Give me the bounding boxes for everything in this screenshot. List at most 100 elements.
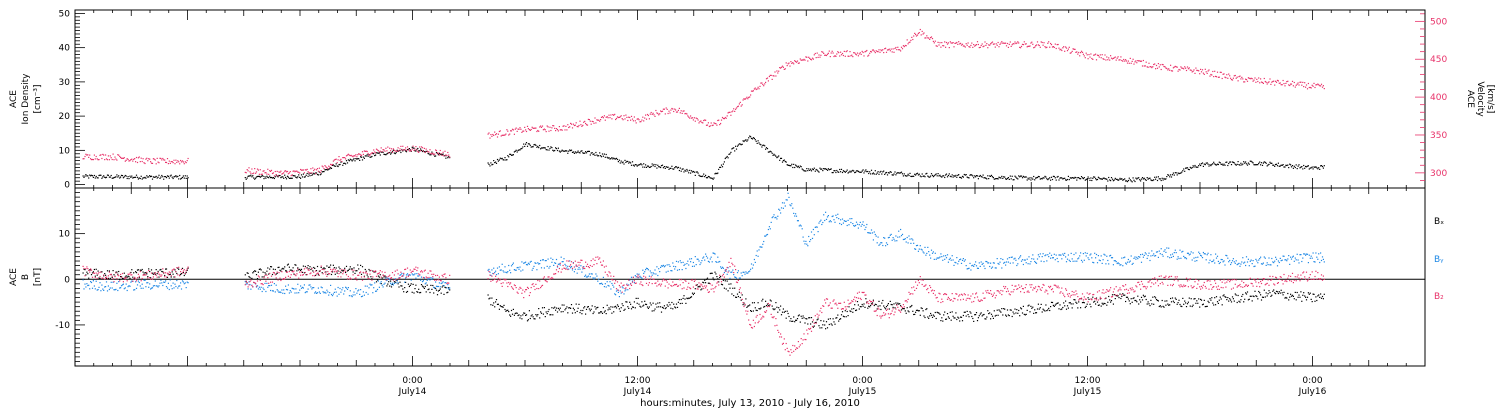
density-series-point [1054,177,1056,179]
bx-series-point [1016,309,1018,311]
velocity-series-point [1184,66,1186,68]
density-series-point [1051,178,1054,181]
by-series-point [734,276,736,278]
by-series-point [306,291,308,293]
velocity-series-point [988,44,990,46]
bx-series-point [284,266,286,268]
bx-series-point [1018,309,1020,312]
bx-series-point [83,268,85,270]
bx-series-point [880,308,882,311]
velocity-series-point [650,111,652,114]
by-series-point [536,269,538,271]
velocity-series-point [944,41,946,43]
velocity-series-point [1110,55,1112,57]
bx-series-point [285,270,287,272]
bx-series-point [1217,302,1219,304]
velocity-series-point [793,63,795,65]
velocity-series-point [581,125,583,127]
bx-series-point [82,272,84,274]
density-series-point [1321,165,1324,168]
bx-series-point [967,314,969,316]
by-series-point [834,221,836,223]
density-series-point [1217,163,1219,166]
density-series-point [915,173,918,175]
bx-series-point [331,271,334,273]
by-series-point [163,281,165,283]
velocity-series-point [868,54,870,56]
bx-series-point [270,266,273,268]
velocity-series-point [248,167,250,169]
velocity-series-point [1195,67,1197,69]
density-series-point [1184,170,1186,172]
velocity-series-point [775,75,777,77]
density-series-point [1268,163,1270,165]
by-series-point [322,291,324,293]
density-series-point [1062,178,1064,180]
density-series-point [1023,176,1025,178]
bx-series-point [405,291,408,293]
density-series-point [709,177,711,179]
density-series-point [1174,172,1176,174]
density-series-point [1143,177,1145,179]
density-series-point [265,177,267,179]
bx-series-point [664,308,666,310]
by-series-point [256,285,259,287]
bx-series-point [1248,298,1250,300]
bx-series-point [335,267,337,269]
bx-series-point [819,327,821,329]
density-series-point [595,151,597,154]
bx-series-point [706,277,709,279]
by-series-point [541,259,544,261]
velocity-series-point [247,170,249,172]
density-series-point [1247,162,1249,164]
density-series-point [343,162,345,164]
density-series-point [680,170,682,172]
velocity-series-point [1156,67,1159,69]
by-series-point [174,283,176,285]
by-series-point [1186,252,1189,254]
velocity-series-point [350,154,352,156]
velocity-series-point [160,157,162,160]
by-series-point [1238,262,1240,264]
velocity-series-point [1097,54,1099,57]
density-series-point [93,174,95,177]
density-series-point [313,172,315,174]
velocity-series-point [1094,54,1096,56]
density-series-point [741,143,743,145]
density-series-point [825,168,828,170]
velocity-series-point [568,126,570,129]
density-series-point [631,161,634,163]
bx-series-point [654,308,656,310]
bx-series-point [1118,297,1120,299]
density-series-point [367,155,369,157]
density-series-point [365,155,367,157]
by-series-point [1003,262,1005,264]
density-series-point [131,175,133,177]
velocity-series-point [903,46,905,48]
by-series-point [334,288,336,290]
velocity-series-point [410,150,412,152]
bx-series-point [751,302,754,304]
by-series-point [844,220,846,222]
velocity-series-point [702,122,704,124]
velocity-series-point [442,151,444,153]
density-series-point [1042,177,1044,179]
by-series-point [176,279,178,282]
by-series-point [723,272,725,274]
by-series-point [354,294,356,296]
bx-series-point [887,303,889,305]
by-series-point [145,286,147,288]
velocity-series-point [768,75,770,78]
velocity-series-point [739,101,741,103]
by-series-point [1167,256,1169,258]
bx-series-point [579,312,581,314]
bx-series-point [793,316,795,318]
velocity-series-point [82,158,84,160]
velocity-series-point [604,119,606,121]
by-series-point [1033,258,1035,260]
by-series-point [161,282,163,284]
by-series-point [1028,256,1030,258]
density-series-point [978,175,980,177]
velocity-series-point [1214,70,1216,72]
density-series-point [1206,162,1208,164]
